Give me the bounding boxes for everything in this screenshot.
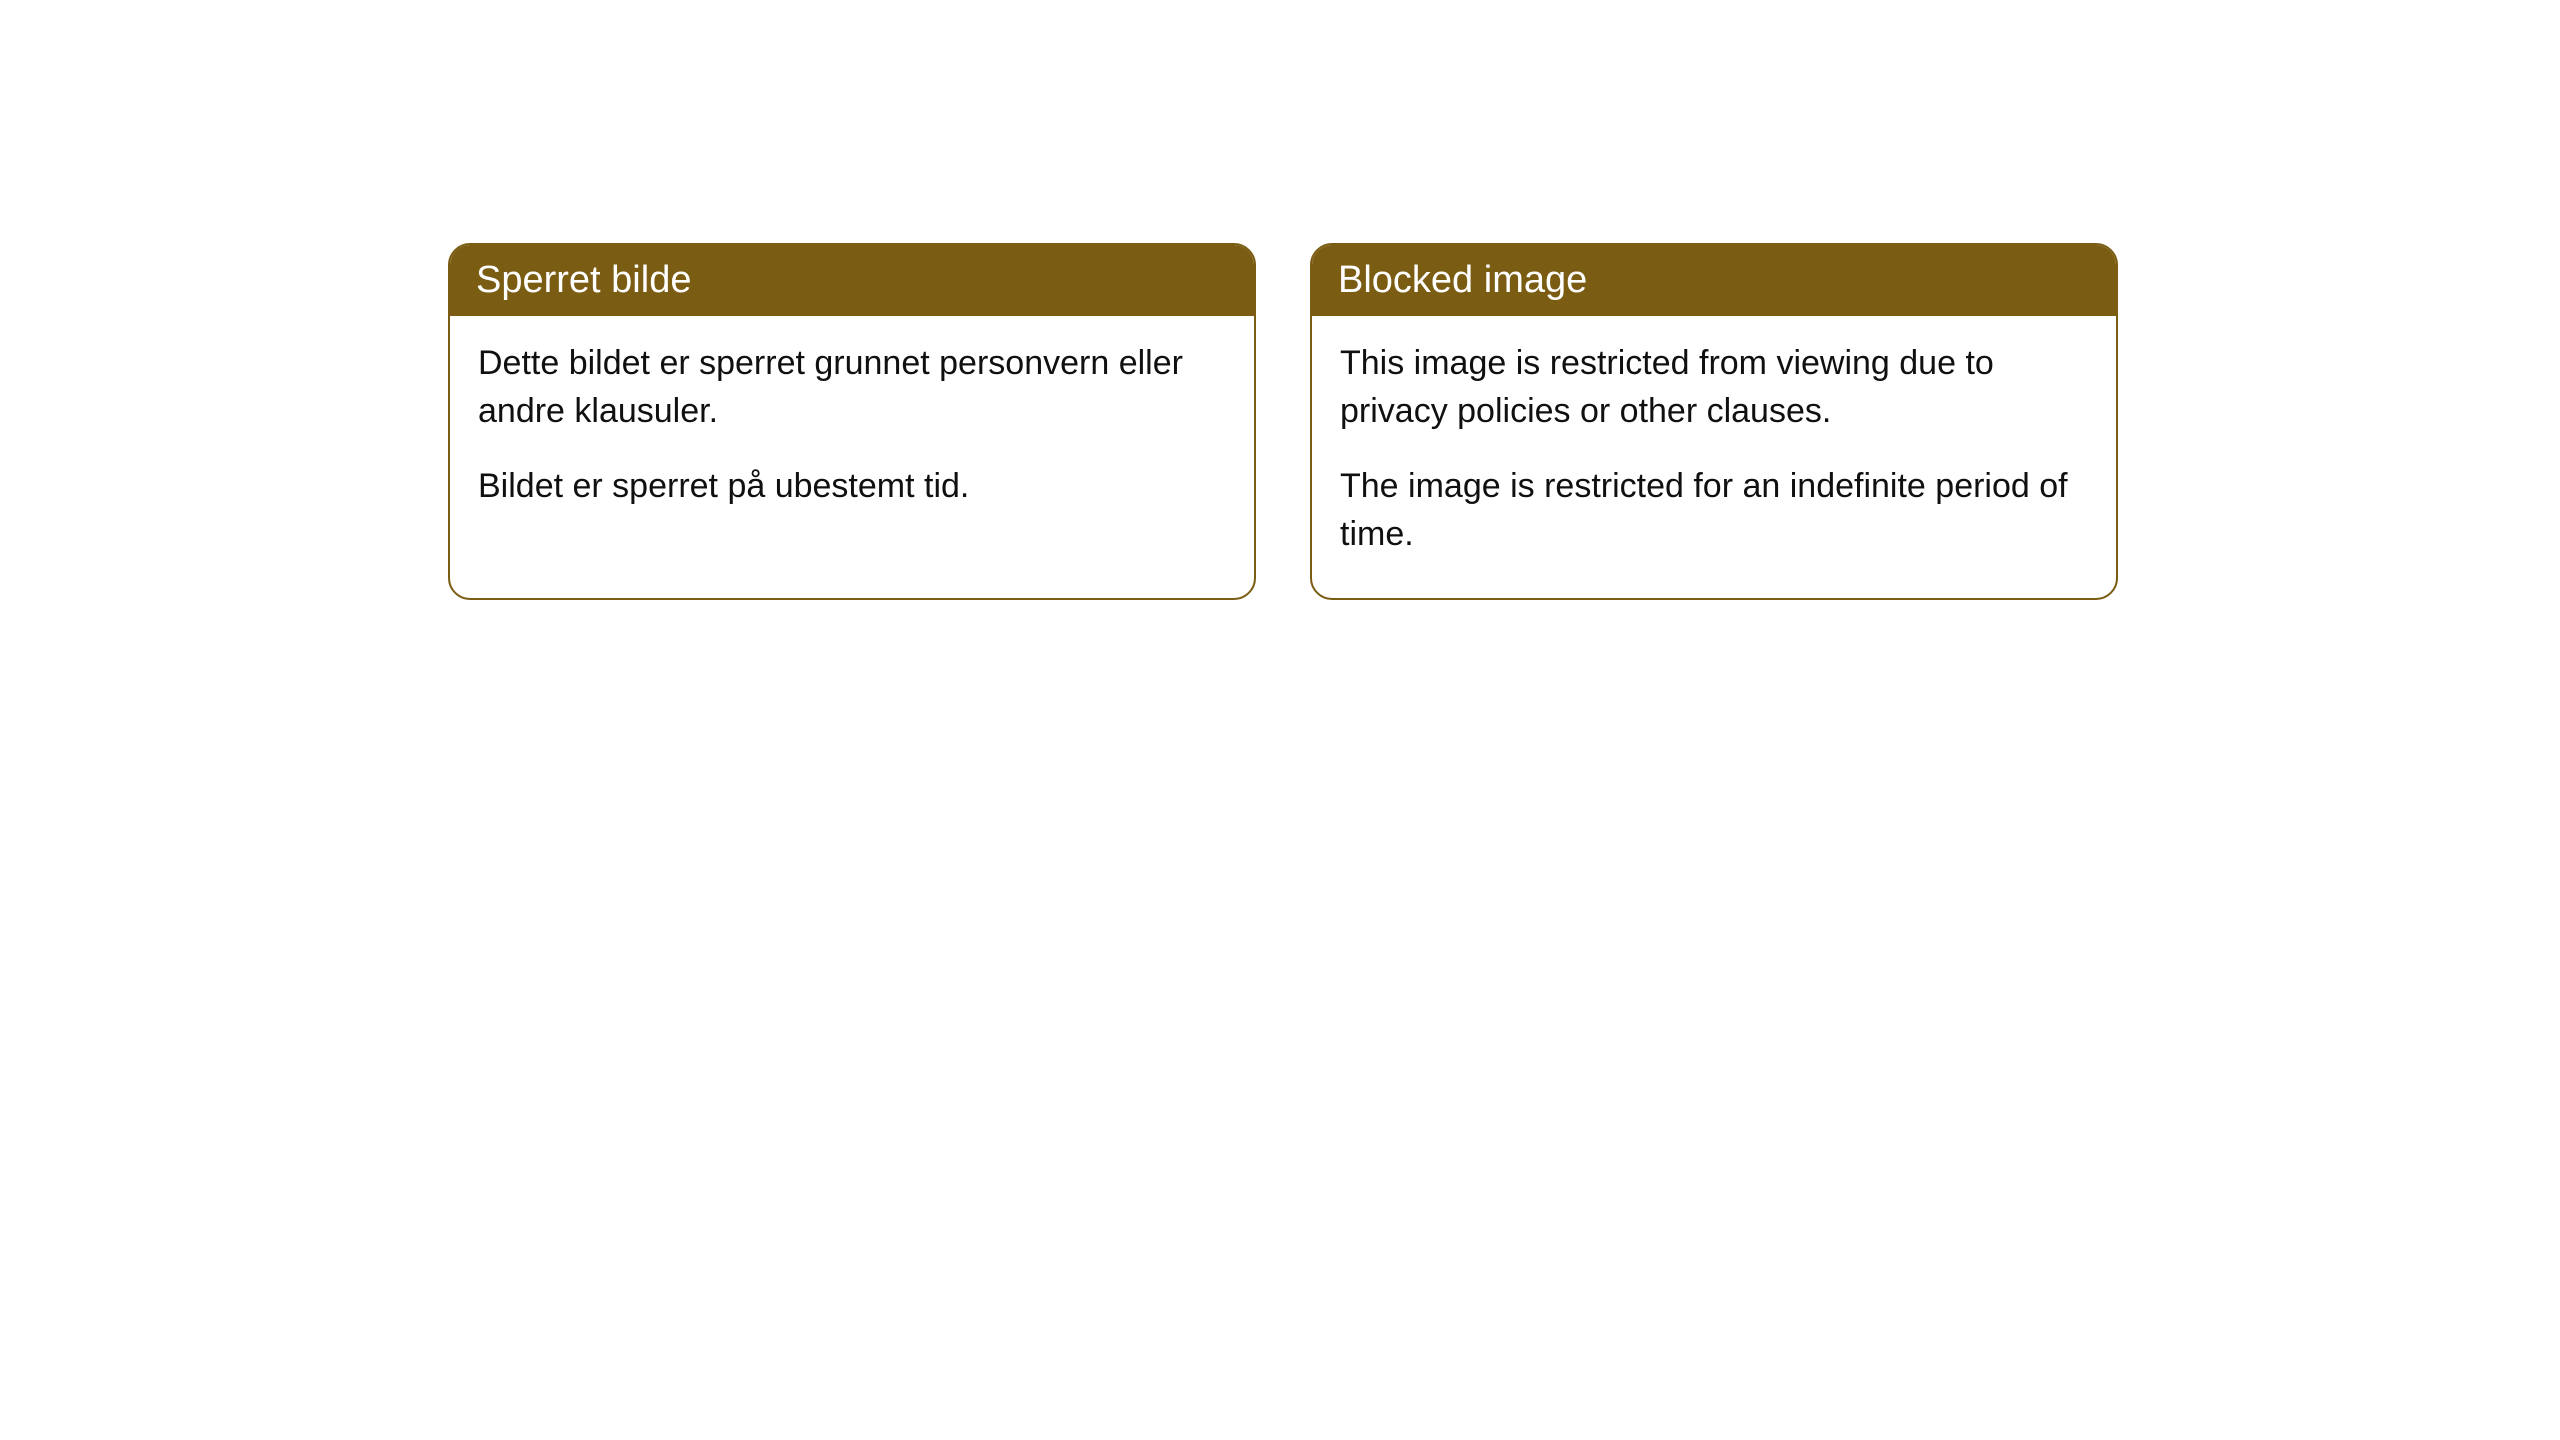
notice-title: Sperret bilde [476,259,691,301]
notice-paragraph: The image is restricted for an indefinit… [1340,463,2088,558]
notice-card-norwegian: Sperret bilde Dette bildet er sperret gr… [448,243,1256,600]
notice-paragraph: Bildet er sperret på ubestemt tid. [478,463,1226,511]
notice-header: Sperret bilde [450,245,1254,316]
notice-paragraph: This image is restricted from viewing du… [1340,340,2088,435]
notice-body: This image is restricted from viewing du… [1312,316,2116,598]
notice-header: Blocked image [1312,245,2116,316]
notice-title: Blocked image [1338,259,1587,301]
notice-body: Dette bildet er sperret grunnet personve… [450,316,1254,551]
notice-container: Sperret bilde Dette bildet er sperret gr… [0,0,2560,600]
notice-card-english: Blocked image This image is restricted f… [1310,243,2118,600]
notice-paragraph: Dette bildet er sperret grunnet personve… [478,340,1226,435]
